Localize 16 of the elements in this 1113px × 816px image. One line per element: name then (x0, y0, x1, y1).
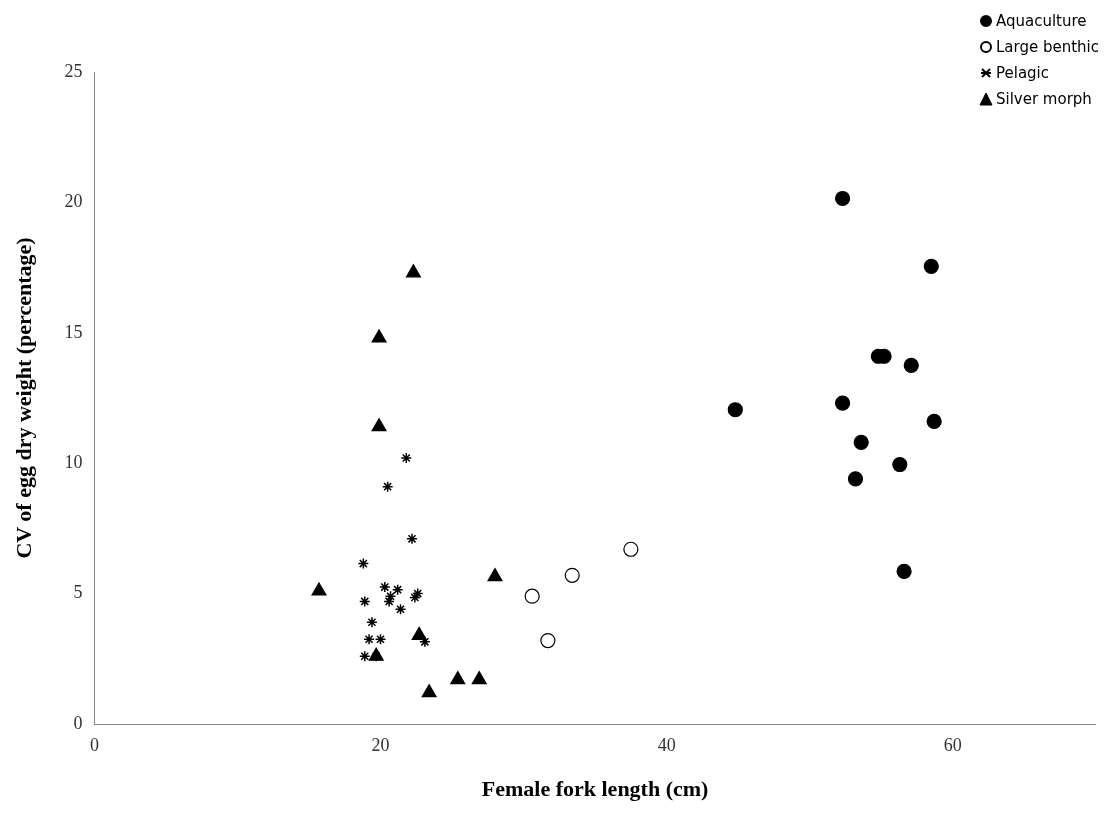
y-tick-label: 0 (73, 712, 83, 733)
x-axis-title: Female fork length (cm) (481, 776, 709, 802)
y-axis-title: CV of egg dry weight (percentage) (10, 237, 36, 559)
legend-label: Large benthic (995, 37, 1099, 58)
y-tick-label: 15 (64, 321, 83, 342)
x-tick-label: 0 (89, 734, 99, 755)
y-tick-label: 25 (64, 60, 83, 81)
x-tick-label: 60 (943, 734, 962, 755)
legend-label: Aquaculture (995, 11, 1087, 32)
y-tick-label: 5 (73, 582, 83, 603)
legend-label: Pelagic (995, 63, 1050, 84)
x-tick-label: 40 (657, 734, 676, 755)
y-tick-label: 10 (64, 451, 83, 472)
y-tick-label: 20 (64, 191, 83, 212)
legend-label: Silver morph (995, 89, 1092, 110)
x-tick-label: 20 (371, 734, 390, 755)
